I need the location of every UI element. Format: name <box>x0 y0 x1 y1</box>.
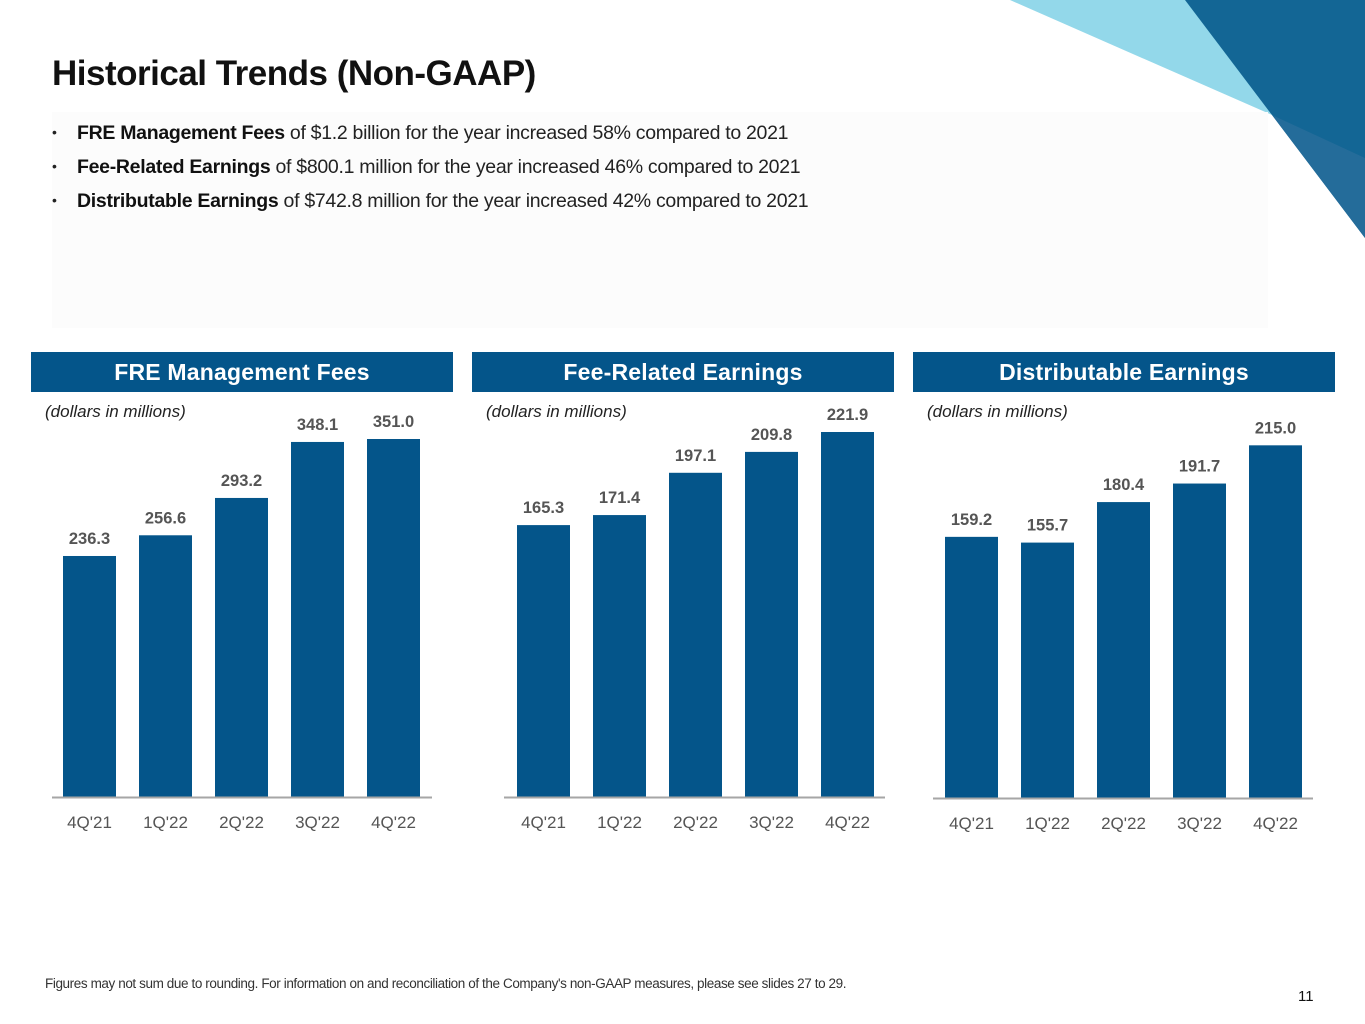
bar-value-label: 155.7 <box>1027 517 1068 535</box>
summary-bullets: • FRE Management Fees of $1.2 billion for… <box>52 116 809 218</box>
bar <box>367 439 420 797</box>
bullet-item: • FRE Management Fees of $1.2 billion for… <box>52 116 808 150</box>
bullet-item: • Distributable Earnings of $742.8 millio… <box>52 184 809 218</box>
bar-value-label: 165.3 <box>523 499 564 517</box>
x-tick-label: 3Q'22 <box>295 813 340 832</box>
bar <box>139 535 192 797</box>
x-tick-label: 4Q'21 <box>521 813 566 832</box>
chart-panel-fee-related-earnings: Fee-Related Earnings (dollars in million… <box>472 352 894 852</box>
bullet-icon: • <box>52 124 57 140</box>
bullet-text: of $742.8 million for the year increased… <box>278 190 809 212</box>
bar-value-label: 293.2 <box>221 472 262 490</box>
bar <box>821 432 874 797</box>
mid-blue-triangle <box>1272 115 1365 238</box>
bar <box>291 441 344 797</box>
bar <box>669 472 722 797</box>
bar-chart: 165.3 4Q'21 171.4 1Q'22 197.1 2Q'22 209.8 3Q'22… <box>504 406 885 832</box>
bar-value-label: 209.8 <box>751 426 792 444</box>
bullet-text: of $800.1 million for the year increased… <box>270 156 801 178</box>
x-tick-label: 2Q'22 <box>219 813 264 832</box>
bar-value-label: 171.4 <box>599 489 641 507</box>
chart-title: Fee-Related Earnings <box>472 352 894 392</box>
page-title: Historical Trends (Non-GAAP) <box>52 54 536 93</box>
bar-chart: 159.2 4Q'21 155.7 1Q'22 180.4 2Q'22 191.7 3Q'22… <box>933 419 1313 833</box>
footnote: Figures may not sum due to rounding. For… <box>45 976 847 991</box>
bar <box>945 536 998 798</box>
dark-blue-triangle <box>1185 0 1365 238</box>
x-tick-label: 4Q'22 <box>371 813 416 832</box>
bar <box>63 555 116 797</box>
bar <box>593 515 646 797</box>
bar-value-label: 256.6 <box>145 509 186 527</box>
bar-value-label: 180.4 <box>1103 476 1145 494</box>
bullet-bold: Fee-Related Earnings <box>77 156 271 178</box>
bar-value-label: 348.1 <box>297 416 338 434</box>
bar <box>517 525 570 797</box>
x-tick-label: 3Q'22 <box>1177 814 1222 833</box>
x-tick-label: 2Q'22 <box>673 813 718 832</box>
bar <box>1021 542 1074 798</box>
bullet-bold: FRE Management Fees <box>77 122 285 144</box>
page-number: 11 <box>1298 988 1314 1005</box>
chart-panel-fre-management-fees: FRE Management Fees (dollars in millions… <box>31 352 453 852</box>
bar-value-label: 197.1 <box>675 447 716 465</box>
chart-panel-distributable-earnings: Distributable Earnings (dollars in milli… <box>913 352 1335 852</box>
bullet-bold: Distributable Earnings <box>77 190 279 212</box>
x-tick-label: 1Q'22 <box>1025 814 1070 833</box>
bullet-icon: • <box>52 158 57 174</box>
bar-value-label: 236.3 <box>69 530 110 548</box>
chart-title: Distributable Earnings <box>913 352 1335 392</box>
bar-value-label: 191.7 <box>1179 458 1220 476</box>
chart-units: (dollars in millions) <box>45 402 186 421</box>
x-tick-label: 4Q'22 <box>1253 814 1298 833</box>
chart-units: (dollars in millions) <box>486 402 627 421</box>
bar <box>1249 445 1302 798</box>
corner-decoration <box>1010 0 1365 238</box>
x-tick-label: 4Q'22 <box>825 813 870 832</box>
bar <box>745 451 798 797</box>
bar-value-label: 159.2 <box>951 511 992 529</box>
x-tick-label: 3Q'22 <box>749 813 794 832</box>
bar-value-label: 221.9 <box>827 406 868 424</box>
chart-title: FRE Management Fees <box>31 352 453 392</box>
x-tick-label: 1Q'22 <box>143 813 188 832</box>
x-tick-label: 4Q'21 <box>67 813 112 832</box>
bar <box>215 497 268 797</box>
x-tick-label: 4Q'21 <box>949 814 994 833</box>
light-blue-triangle <box>1010 0 1272 115</box>
bullet-text: of $1.2 billion for the year increased 5… <box>284 122 789 144</box>
x-tick-label: 1Q'22 <box>597 813 642 832</box>
bullet-item: • Fee-Related Earnings of $800.1 million … <box>52 150 808 184</box>
summary-box <box>52 112 1268 328</box>
x-tick-label: 2Q'22 <box>1101 814 1146 833</box>
bar <box>1173 483 1226 798</box>
bullet-icon: • <box>52 192 57 208</box>
bar-value-label: 215.0 <box>1255 419 1296 437</box>
bar-chart: 236.3 4Q'21 256.6 1Q'22 293.2 2Q'22 348.1 3Q'22… <box>52 413 432 832</box>
bar <box>1097 502 1150 798</box>
bar-value-label: 351.0 <box>373 413 414 431</box>
chart-units: (dollars in millions) <box>927 402 1068 421</box>
